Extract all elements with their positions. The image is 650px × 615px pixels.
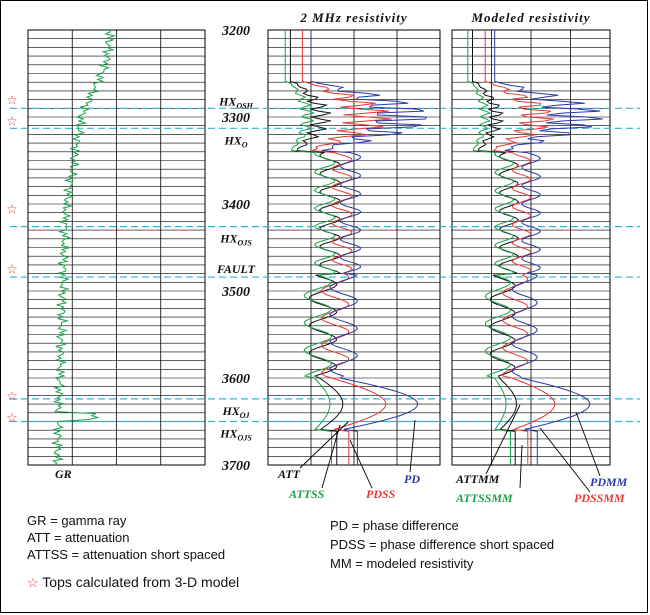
top-label: HXOJ — [221, 404, 250, 420]
star-icon: ☆ — [6, 114, 18, 129]
legend-pd: PD = phase difference — [330, 518, 459, 533]
top-label-sub: OJS — [238, 434, 253, 443]
depth-label: 3300 — [221, 111, 250, 126]
top-label-sub: OJ — [240, 411, 251, 420]
star-icon: ☆ — [6, 262, 18, 277]
top-label: HXOSH — [218, 94, 254, 110]
legend-attss: ATTSS = attenuation short spaced — [27, 547, 226, 562]
depth-label: 3700 — [221, 459, 250, 474]
gr-curve — [50, 29, 117, 466]
pointer-line — [349, 439, 373, 489]
legend-stars: ☆ Tops calculated from 3-D model — [27, 574, 239, 591]
star-icon: ☆ — [6, 411, 18, 426]
depth-label: 3600 — [221, 372, 250, 387]
attssmm-curve — [467, 30, 515, 465]
pointer-line — [321, 424, 341, 489]
pointer-line — [575, 411, 601, 477]
legend-stars-text: Tops calculated from 3-D model — [42, 574, 240, 590]
gr-label: GR — [55, 467, 72, 481]
pointer-line — [519, 444, 523, 489]
pointer-line — [539, 427, 591, 493]
attss-curve — [284, 30, 336, 465]
legend-gr: GR = gamma ray — [27, 513, 127, 528]
legend-att: ATT = attenuation — [27, 530, 130, 545]
depth-label: 3400 — [221, 198, 250, 213]
pdmm-curve — [494, 30, 603, 465]
attmm-label: ATTMM — [455, 472, 500, 486]
pointer-line — [409, 419, 416, 473]
pd-curve — [310, 30, 428, 465]
star-icon: ☆ — [6, 94, 18, 109]
pdss-label: PDSS — [366, 487, 396, 501]
top-label-sub: OSH — [236, 101, 253, 110]
track-title-2: Modeled resistivity — [470, 10, 590, 25]
star-icon: ☆ — [6, 389, 18, 404]
top-label-sub: O — [242, 140, 248, 149]
pdssmm-label: PDSSMM — [574, 491, 625, 505]
legend-mm: MM = modeled resistivity — [330, 556, 474, 571]
attss-label: ATTSS — [288, 487, 325, 501]
attssmm-label: ATTSSMM — [455, 491, 513, 505]
legend-pdss: PDSS = phase difference short spaced — [330, 537, 555, 552]
pointer-line — [299, 421, 349, 469]
top-label-sub: OJS — [238, 239, 253, 248]
top-label: HXOJS — [219, 232, 252, 248]
pdmm-label: PDMM — [590, 475, 628, 489]
pdss-curve — [301, 30, 392, 465]
attmm-curve — [472, 30, 520, 465]
star-icon: ☆ — [27, 575, 39, 590]
top-label: HXOJS — [219, 427, 252, 443]
depth-label: 3500 — [221, 285, 250, 300]
att-label: ATT — [277, 467, 301, 481]
star-icon: ☆ — [6, 202, 18, 217]
pd-label: PD — [404, 472, 420, 486]
top-label: HXO — [223, 133, 247, 149]
track-title-1: 2 MHz resistivity — [299, 10, 407, 25]
pdssmm-curve — [484, 30, 556, 465]
pointer-line — [485, 404, 521, 475]
top-label: FAULT — [216, 262, 256, 276]
depth-label: 3200 — [221, 24, 250, 39]
